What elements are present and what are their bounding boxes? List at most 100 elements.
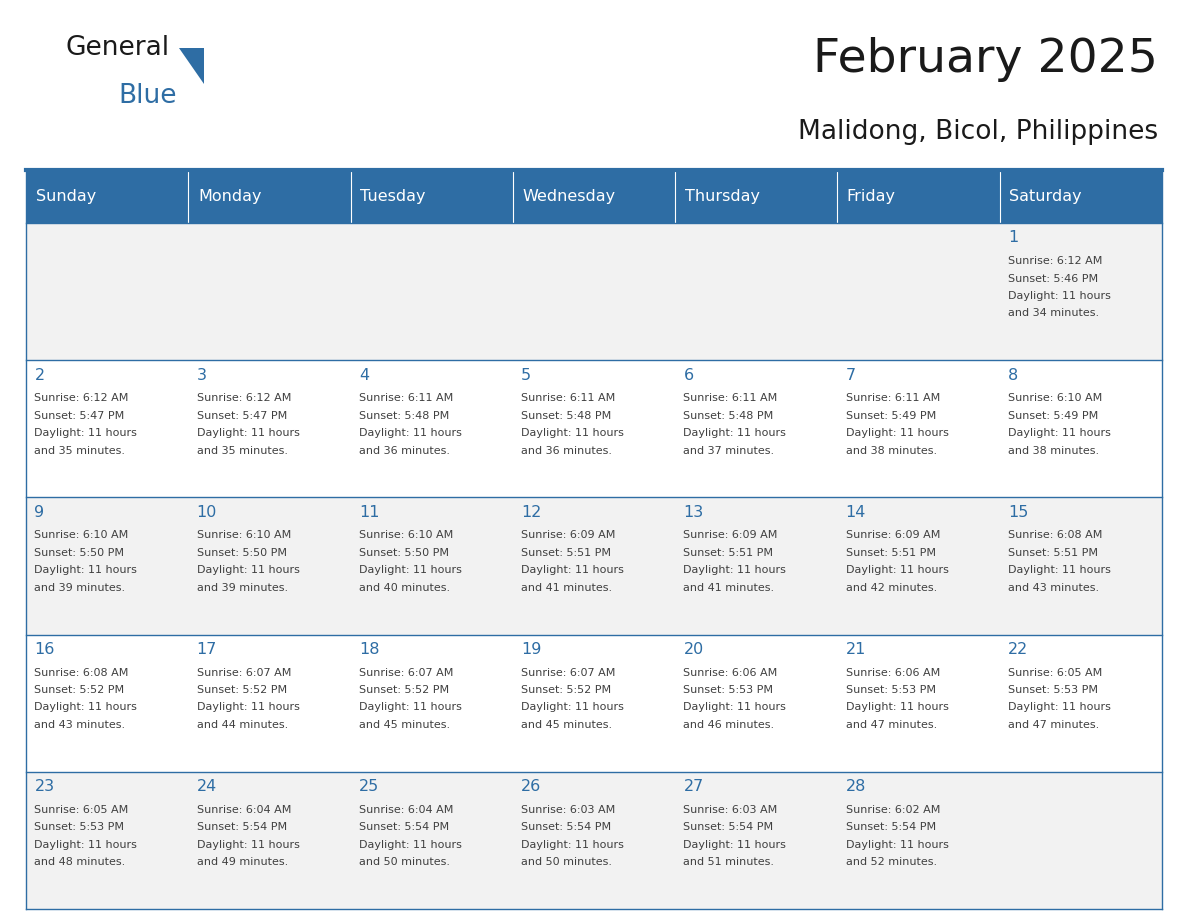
Text: and 37 minutes.: and 37 minutes. (683, 445, 775, 455)
Text: Saturday: Saturday (1009, 189, 1082, 204)
Text: Sunset: 5:51 PM: Sunset: 5:51 PM (683, 548, 773, 558)
Text: Sunset: 5:53 PM: Sunset: 5:53 PM (1007, 685, 1098, 695)
Text: Sunset: 5:49 PM: Sunset: 5:49 PM (846, 410, 936, 420)
Text: 10: 10 (197, 505, 217, 520)
Text: Daylight: 11 hours: Daylight: 11 hours (359, 565, 462, 576)
Text: Sunrise: 6:11 AM: Sunrise: 6:11 AM (846, 393, 940, 403)
Text: 17: 17 (197, 642, 217, 657)
Text: Sunrise: 6:11 AM: Sunrise: 6:11 AM (359, 393, 453, 403)
Text: 23: 23 (34, 779, 55, 794)
Text: Daylight: 11 hours: Daylight: 11 hours (359, 428, 462, 438)
Text: and 42 minutes.: and 42 minutes. (846, 583, 937, 593)
Text: and 48 minutes.: and 48 minutes. (34, 857, 126, 867)
Text: Sunset: 5:51 PM: Sunset: 5:51 PM (846, 548, 936, 558)
Text: and 44 minutes.: and 44 minutes. (197, 720, 287, 730)
Text: 20: 20 (683, 642, 703, 657)
Text: Friday: Friday (847, 189, 896, 204)
Text: and 52 minutes.: and 52 minutes. (846, 857, 937, 867)
Text: 1: 1 (1007, 230, 1018, 245)
Text: and 36 minutes.: and 36 minutes. (522, 445, 612, 455)
Text: 28: 28 (846, 779, 866, 794)
Text: Sunday: Sunday (36, 189, 96, 204)
Text: Sunrise: 6:07 AM: Sunrise: 6:07 AM (522, 667, 615, 677)
Text: and 46 minutes.: and 46 minutes. (683, 720, 775, 730)
Text: Sunset: 5:46 PM: Sunset: 5:46 PM (1007, 274, 1098, 284)
Text: Sunrise: 6:07 AM: Sunrise: 6:07 AM (359, 667, 454, 677)
Text: Daylight: 11 hours: Daylight: 11 hours (846, 702, 948, 712)
Text: Sunrise: 6:12 AM: Sunrise: 6:12 AM (1007, 256, 1102, 266)
Text: 9: 9 (34, 505, 45, 520)
Text: 24: 24 (197, 779, 217, 794)
Text: and 35 minutes.: and 35 minutes. (197, 445, 287, 455)
Text: Sunrise: 6:10 AM: Sunrise: 6:10 AM (197, 531, 291, 541)
Text: Daylight: 11 hours: Daylight: 11 hours (197, 428, 299, 438)
Text: Daylight: 11 hours: Daylight: 11 hours (522, 702, 624, 712)
Text: Sunrise: 6:09 AM: Sunrise: 6:09 AM (846, 531, 940, 541)
Text: Daylight: 11 hours: Daylight: 11 hours (683, 565, 786, 576)
Text: 15: 15 (1007, 505, 1029, 520)
Text: Daylight: 11 hours: Daylight: 11 hours (359, 702, 462, 712)
Text: Daylight: 11 hours: Daylight: 11 hours (34, 702, 138, 712)
Text: Sunrise: 6:10 AM: Sunrise: 6:10 AM (1007, 393, 1102, 403)
Text: and 34 minutes.: and 34 minutes. (1007, 308, 1099, 319)
Text: Sunset: 5:49 PM: Sunset: 5:49 PM (1007, 410, 1098, 420)
Text: Sunrise: 6:04 AM: Sunrise: 6:04 AM (197, 805, 291, 814)
Text: Sunset: 5:47 PM: Sunset: 5:47 PM (197, 410, 287, 420)
Text: and 45 minutes.: and 45 minutes. (522, 720, 612, 730)
Text: Sunset: 5:48 PM: Sunset: 5:48 PM (522, 410, 612, 420)
Text: and 38 minutes.: and 38 minutes. (1007, 445, 1099, 455)
Text: Daylight: 11 hours: Daylight: 11 hours (846, 840, 948, 849)
Text: and 39 minutes.: and 39 minutes. (34, 583, 126, 593)
Text: Daylight: 11 hours: Daylight: 11 hours (522, 428, 624, 438)
Text: Sunset: 5:51 PM: Sunset: 5:51 PM (522, 548, 611, 558)
Text: Blue: Blue (119, 83, 177, 109)
Text: Daylight: 11 hours: Daylight: 11 hours (1007, 565, 1111, 576)
Text: and 49 minutes.: and 49 minutes. (197, 857, 287, 867)
Text: and 47 minutes.: and 47 minutes. (1007, 720, 1099, 730)
Text: 22: 22 (1007, 642, 1028, 657)
Text: 21: 21 (846, 642, 866, 657)
Text: General: General (65, 35, 170, 62)
Text: Daylight: 11 hours: Daylight: 11 hours (683, 840, 786, 849)
Text: Sunset: 5:52 PM: Sunset: 5:52 PM (197, 685, 286, 695)
Text: 8: 8 (1007, 367, 1018, 383)
Text: Daylight: 11 hours: Daylight: 11 hours (1007, 291, 1111, 301)
Text: 26: 26 (522, 779, 542, 794)
Text: Sunrise: 6:12 AM: Sunrise: 6:12 AM (34, 393, 128, 403)
Text: and 41 minutes.: and 41 minutes. (522, 583, 612, 593)
Text: Sunrise: 6:09 AM: Sunrise: 6:09 AM (522, 531, 615, 541)
Text: February 2025: February 2025 (814, 37, 1158, 82)
Text: Sunset: 5:54 PM: Sunset: 5:54 PM (846, 823, 936, 832)
Text: and 51 minutes.: and 51 minutes. (683, 857, 775, 867)
Text: Daylight: 11 hours: Daylight: 11 hours (197, 702, 299, 712)
Text: Sunrise: 6:02 AM: Sunrise: 6:02 AM (846, 805, 940, 814)
Text: and 38 minutes.: and 38 minutes. (846, 445, 937, 455)
Text: Daylight: 11 hours: Daylight: 11 hours (846, 565, 948, 576)
Text: Sunset: 5:51 PM: Sunset: 5:51 PM (1007, 548, 1098, 558)
Text: Daylight: 11 hours: Daylight: 11 hours (197, 840, 299, 849)
Text: Daylight: 11 hours: Daylight: 11 hours (1007, 702, 1111, 712)
Text: Sunset: 5:53 PM: Sunset: 5:53 PM (846, 685, 936, 695)
Text: and 41 minutes.: and 41 minutes. (683, 583, 775, 593)
Text: Sunset: 5:50 PM: Sunset: 5:50 PM (34, 548, 125, 558)
Text: Sunset: 5:54 PM: Sunset: 5:54 PM (683, 823, 773, 832)
Text: and 36 minutes.: and 36 minutes. (359, 445, 450, 455)
Text: Sunrise: 6:08 AM: Sunrise: 6:08 AM (34, 667, 128, 677)
Text: Sunset: 5:54 PM: Sunset: 5:54 PM (359, 823, 449, 832)
Text: Sunrise: 6:03 AM: Sunrise: 6:03 AM (522, 805, 615, 814)
Text: Thursday: Thursday (684, 189, 759, 204)
Text: Sunset: 5:52 PM: Sunset: 5:52 PM (522, 685, 612, 695)
Text: 6: 6 (683, 367, 694, 383)
Text: Sunrise: 6:10 AM: Sunrise: 6:10 AM (34, 531, 128, 541)
Text: Daylight: 11 hours: Daylight: 11 hours (34, 565, 138, 576)
Text: 19: 19 (522, 642, 542, 657)
Text: 13: 13 (683, 505, 703, 520)
Text: Daylight: 11 hours: Daylight: 11 hours (683, 702, 786, 712)
Text: Sunset: 5:50 PM: Sunset: 5:50 PM (359, 548, 449, 558)
Text: Wednesday: Wednesday (523, 189, 615, 204)
Text: Tuesday: Tuesday (360, 189, 425, 204)
Text: 3: 3 (197, 367, 207, 383)
Text: and 50 minutes.: and 50 minutes. (359, 857, 450, 867)
Text: Daylight: 11 hours: Daylight: 11 hours (846, 428, 948, 438)
Text: Daylight: 11 hours: Daylight: 11 hours (683, 428, 786, 438)
